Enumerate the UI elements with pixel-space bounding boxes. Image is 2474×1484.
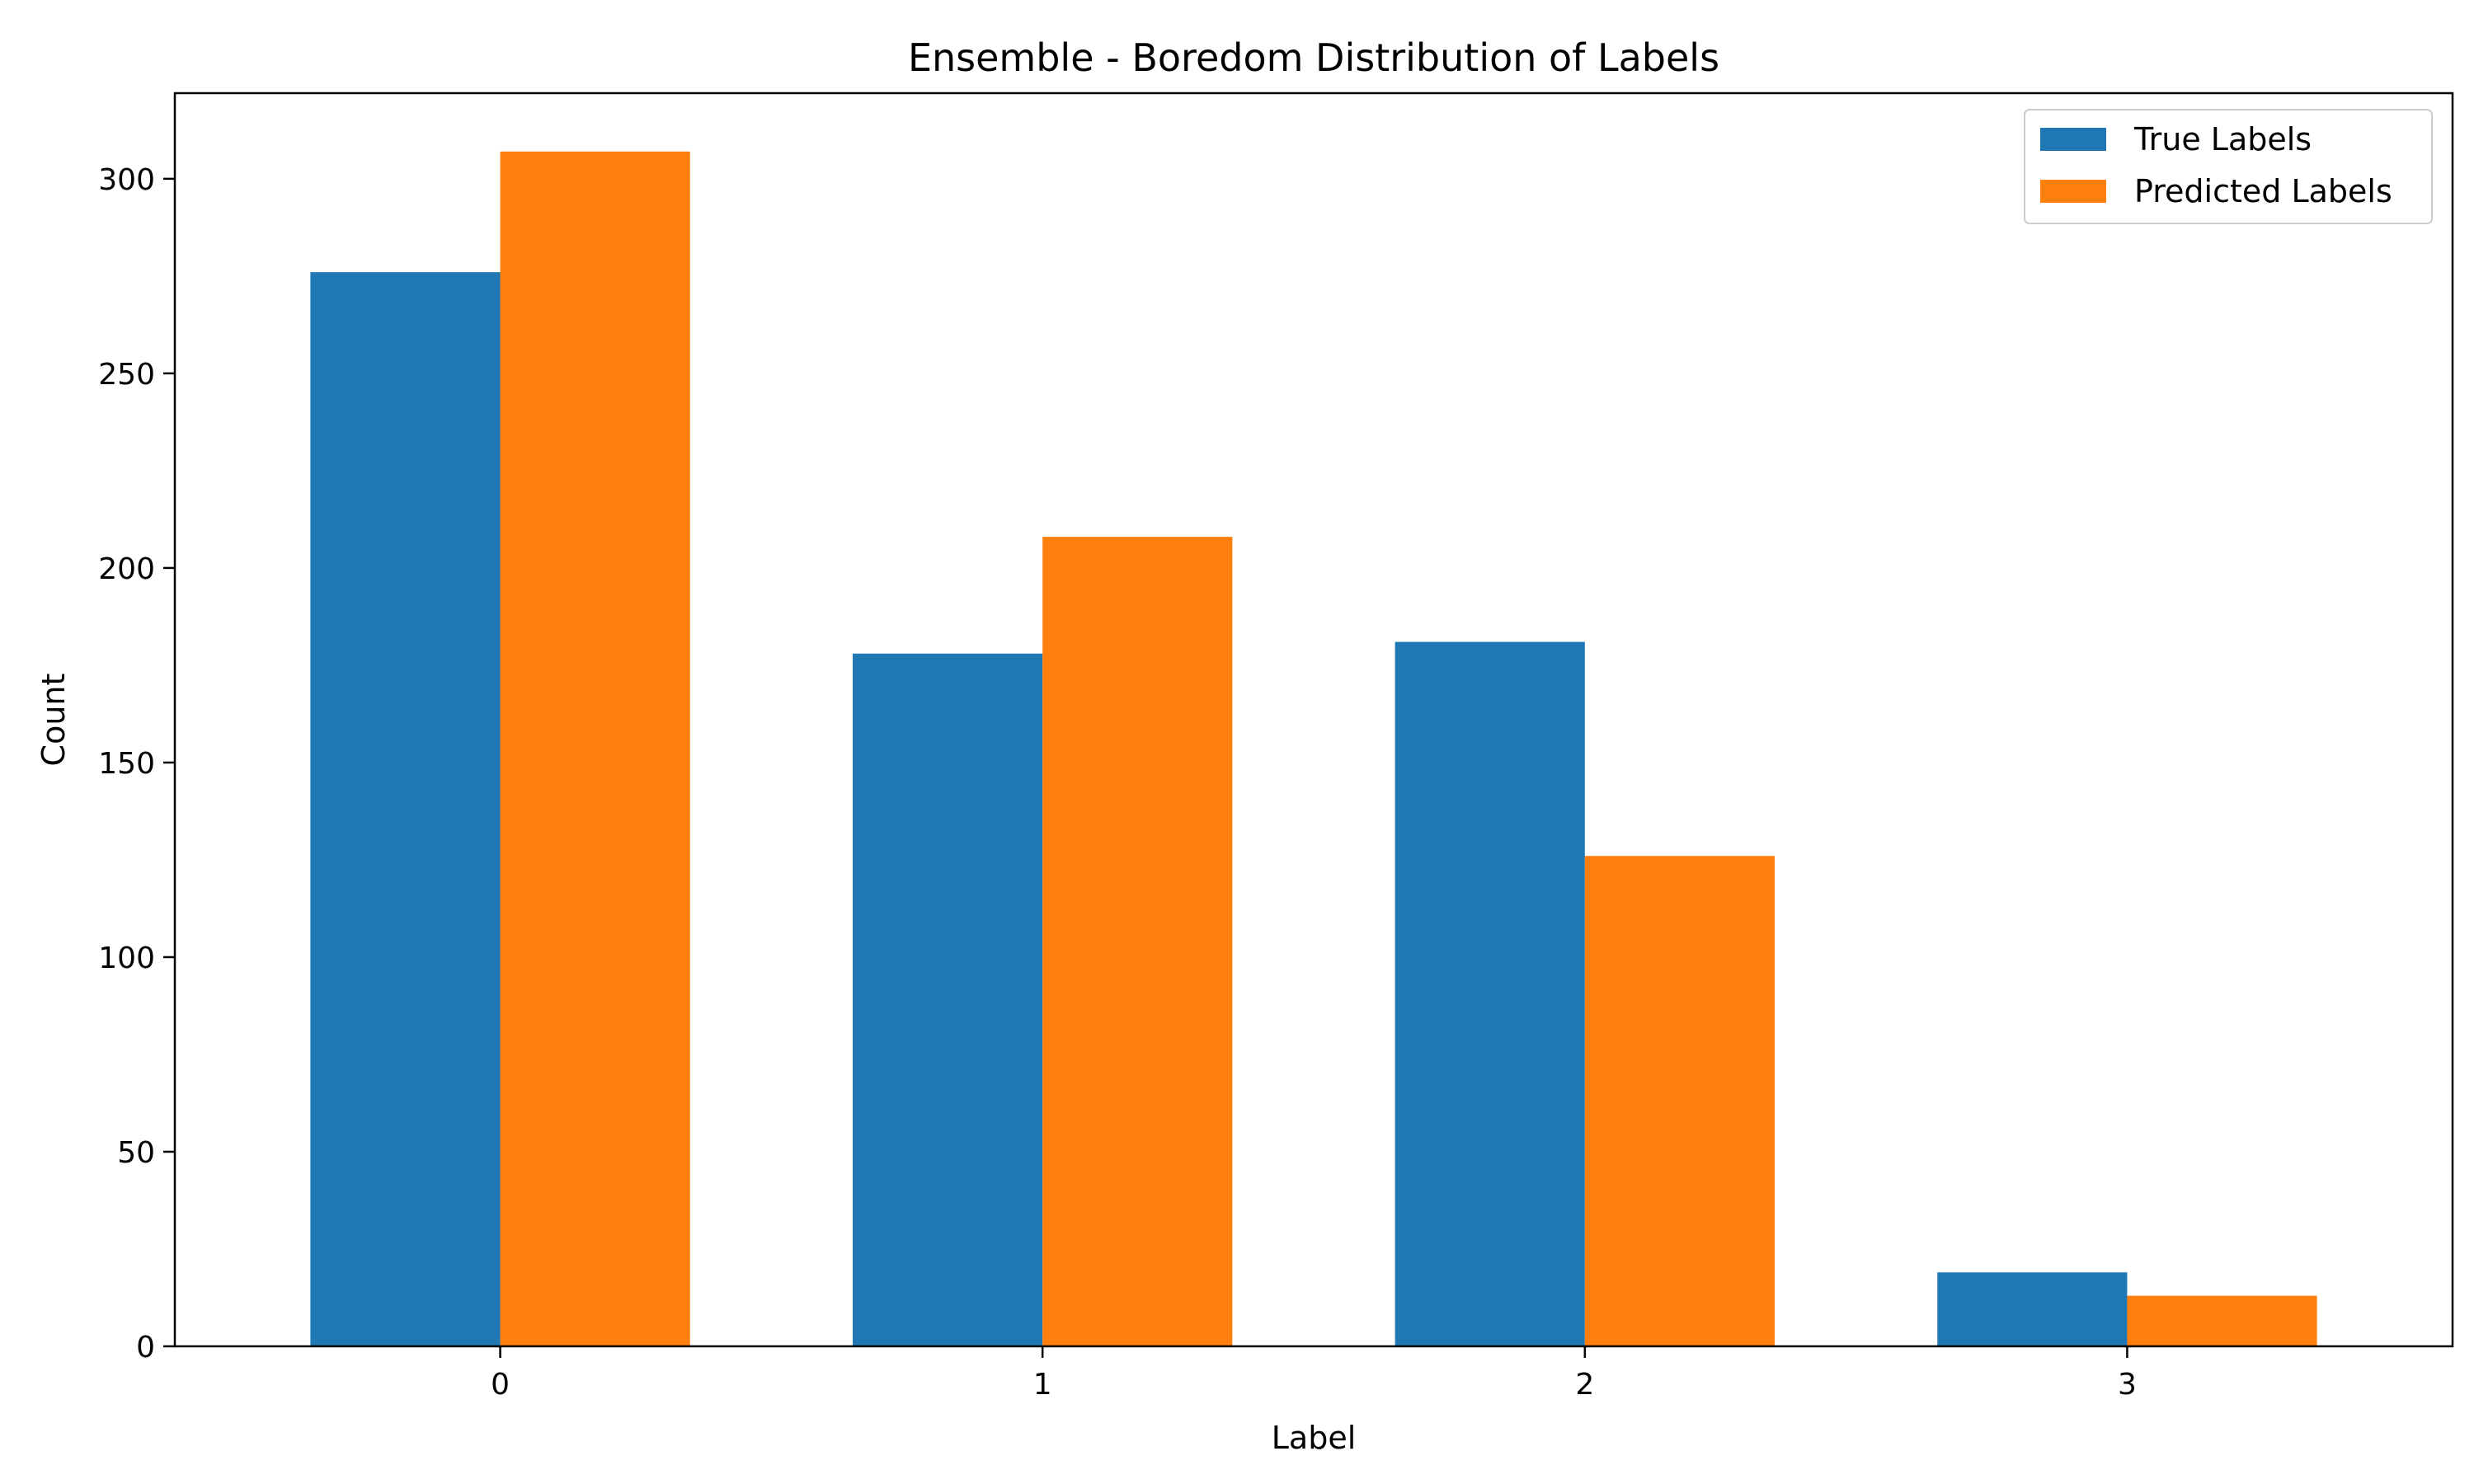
bar-predicted-labels-label-1 bbox=[1042, 537, 1233, 1346]
x-axis-label: Label bbox=[1272, 1420, 1357, 1456]
y-tick-label: 250 bbox=[98, 358, 155, 392]
y-tick-label: 300 bbox=[98, 163, 155, 197]
y-tick-label: 50 bbox=[117, 1136, 155, 1170]
plot-frame bbox=[173, 92, 2454, 1348]
legend-frame bbox=[2024, 109, 2433, 224]
y-tick-label: 0 bbox=[136, 1331, 155, 1364]
x-tick-label: 0 bbox=[491, 1368, 510, 1402]
plot-area: 0 1 2 3 0 50 100 150 200 250 300 bbox=[98, 151, 2317, 1402]
bar-true-labels-label-3 bbox=[1937, 1272, 2128, 1346]
bar-predicted-labels-label-0 bbox=[500, 151, 690, 1346]
legend-label-true-labels: True Labels bbox=[2133, 121, 2312, 157]
y-tick-label: 200 bbox=[98, 552, 155, 586]
bar-true-labels-label-2 bbox=[1395, 641, 1585, 1346]
bar-true-labels-label-1 bbox=[853, 653, 1043, 1346]
legend-label-predicted-labels: Predicted Labels bbox=[2134, 173, 2392, 209]
bar-predicted-labels-label-3 bbox=[2127, 1295, 2317, 1346]
legend: True Labels Predicted Labels bbox=[2024, 109, 2433, 224]
legend-swatch-predicted-labels bbox=[2040, 180, 2106, 203]
bar-true-labels-label-0 bbox=[310, 272, 501, 1347]
x-tick-label: 1 bbox=[1033, 1368, 1052, 1402]
y-tick-label: 150 bbox=[98, 747, 155, 781]
chart-title: Ensemble - Boredom Distribution of Label… bbox=[908, 35, 1719, 80]
bar-predicted-labels-label-2 bbox=[1584, 856, 1775, 1346]
y-tick-label: 100 bbox=[98, 942, 155, 975]
x-tick-label: 3 bbox=[2118, 1368, 2137, 1402]
x-tick-label: 2 bbox=[1575, 1368, 1594, 1402]
legend-swatch-true-labels bbox=[2040, 128, 2106, 151]
y-axis-label: Count bbox=[35, 674, 72, 767]
